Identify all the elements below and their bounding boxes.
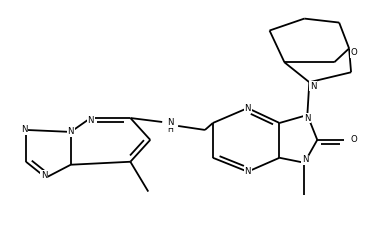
Text: N: N <box>244 167 251 176</box>
Text: N: N <box>21 125 27 134</box>
Text: O: O <box>351 135 357 144</box>
Text: N: N <box>304 114 310 123</box>
Text: N: N <box>87 116 94 125</box>
Text: N: N <box>41 171 47 180</box>
Text: N: N <box>244 104 251 113</box>
Text: N: N <box>302 155 308 164</box>
Text: N: N <box>167 119 173 128</box>
Text: N: N <box>310 82 317 91</box>
Text: N: N <box>68 127 74 136</box>
Text: O: O <box>351 48 357 57</box>
Text: H: H <box>167 125 173 134</box>
